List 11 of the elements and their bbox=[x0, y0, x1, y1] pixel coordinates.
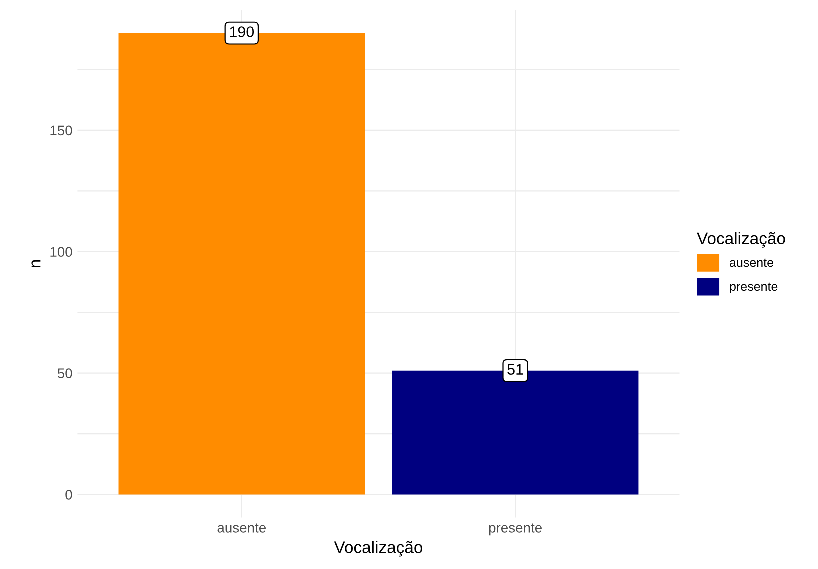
legend-label: ausente bbox=[730, 258, 774, 268]
y-tick-label: 100 bbox=[50, 247, 72, 258]
y-tick-label: 50 bbox=[58, 368, 72, 378]
y-tick-label: 150 bbox=[50, 126, 72, 136]
legend-label: presente bbox=[730, 282, 778, 294]
data-label: 51 bbox=[508, 364, 524, 375]
x-axis-title: Vocalização bbox=[334, 541, 423, 557]
data-label: 190 bbox=[230, 26, 254, 38]
legend-title: Vocalização bbox=[697, 232, 786, 248]
y-axis-title: n bbox=[32, 260, 41, 268]
y-tick-label: 0 bbox=[66, 490, 72, 500]
